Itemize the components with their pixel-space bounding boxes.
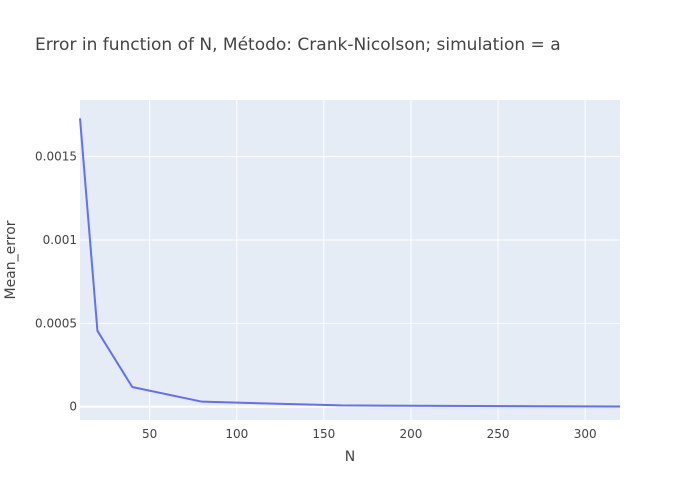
y-tick-label: 0.001 bbox=[43, 233, 77, 247]
y-tick-label: 0 bbox=[69, 400, 77, 414]
x-axis-ticks: 50 100 150 200 250 300 bbox=[142, 427, 597, 441]
plot-area bbox=[80, 100, 620, 420]
x-axis-label: N bbox=[345, 449, 355, 465]
series-line bbox=[79, 118, 621, 408]
grid-lines bbox=[80, 100, 620, 420]
y-tick-label: 0.0005 bbox=[35, 316, 77, 330]
x-tick-label: 50 bbox=[142, 427, 157, 441]
series-layer bbox=[79, 118, 621, 408]
x-tick-label: 250 bbox=[487, 427, 510, 441]
y-axis-label: Mean_error bbox=[3, 220, 19, 299]
y-tick-label: 0.0015 bbox=[35, 150, 77, 164]
x-tick-label: 200 bbox=[400, 427, 423, 441]
x-tick-label: 300 bbox=[574, 427, 597, 441]
chart-title: Error in function of N, Método: Crank-Ni… bbox=[35, 35, 561, 55]
x-tick-label: 100 bbox=[225, 427, 248, 441]
y-axis-ticks: 0 0.0005 0.001 0.0015 bbox=[35, 150, 77, 414]
x-tick-label: 150 bbox=[312, 427, 335, 441]
